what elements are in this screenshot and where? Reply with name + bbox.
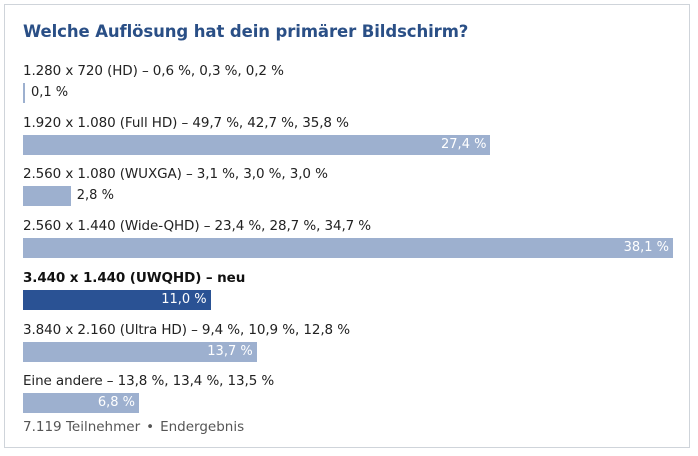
poll-status: Endergebnis (160, 419, 245, 435)
option-label: 2.560 x 1.080 (WUXGA) – 3,1 %, 3,0 %, 3,… (23, 166, 328, 183)
result-bar (23, 186, 71, 207)
option-label: 3.840 x 2.160 (Ultra HD) – 9,4 %, 10,9 %… (23, 321, 350, 338)
separator-dot: • (146, 419, 155, 435)
result-percent: 38,1 % (623, 240, 669, 256)
result-percent: 27,4 % (441, 136, 487, 152)
poll-card: Welche Auflösung hat dein primärer Bilds… (4, 4, 690, 448)
result-percent: 11,0 % (161, 291, 207, 307)
result-bar (23, 238, 673, 259)
participant-count: 7.119 Teilnehmer (23, 419, 141, 435)
option-label: Eine andere – 13,8 %, 13,4 %, 13,5 % (23, 373, 275, 390)
result-percent: 2,8 % (76, 188, 114, 204)
option-label: 3.440 x 1.440 (UWQHD) – neu (23, 269, 246, 286)
result-bar (23, 83, 25, 103)
result-percent: 13,7 % (207, 343, 253, 359)
result-percent: 6,8 % (97, 395, 135, 411)
result-bar (23, 289, 211, 310)
result-bar (23, 134, 491, 155)
option-label: 1.280 x 720 (HD) – 0,6 %, 0,3 %, 0,2 % (23, 63, 284, 79)
option-label: 1.920 x 1.080 (Full HD) – 49,7 %, 42,7 %… (23, 114, 349, 131)
option-label: 2.560 x 1.440 (Wide-QHD) – 23,4 %, 28,7 … (23, 218, 372, 235)
poll-footer: 7.119 Teilnehmer • Endergebnis (23, 419, 244, 435)
poll-title: Welche Auflösung hat dein primärer Bilds… (23, 22, 469, 41)
result-percent: 0,1 % (31, 85, 69, 100)
result-bar (23, 341, 257, 362)
result-bar (23, 393, 139, 414)
